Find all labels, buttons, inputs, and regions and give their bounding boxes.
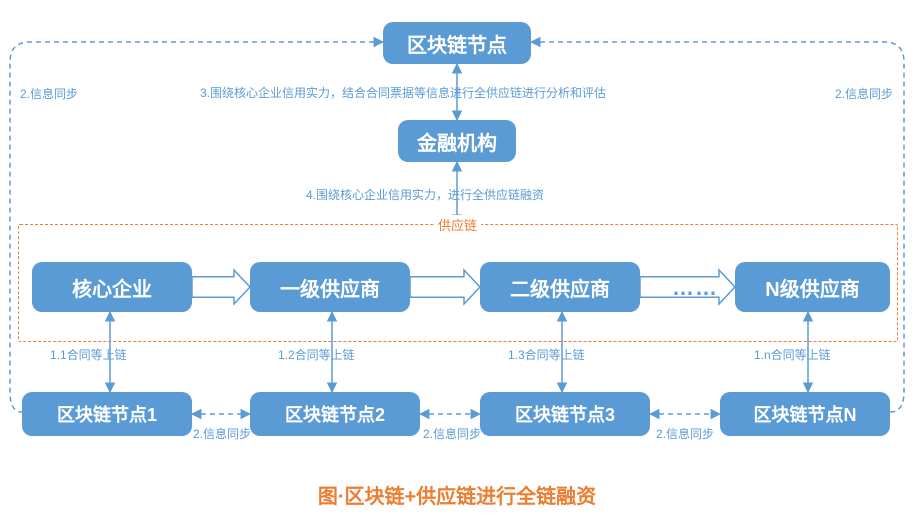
label-ls23: 2.信息同步 bbox=[423, 425, 481, 442]
label-ls3n: 2.信息同步 bbox=[656, 425, 714, 442]
supply-chain-box bbox=[18, 224, 898, 342]
label-l1n: 1.n合同等上链 bbox=[754, 346, 831, 363]
label-l13: 1.3合同等上链 bbox=[508, 346, 585, 363]
node-bnn: 区块链节点N bbox=[720, 392, 890, 436]
label-l11: 1.1合同等上链 bbox=[50, 346, 127, 363]
label-l_left: 2.信息同步 bbox=[20, 85, 78, 102]
label-l_right: 2.信息同步 bbox=[835, 85, 893, 102]
label-l12: 1.2合同等上链 bbox=[278, 346, 355, 363]
diagram-caption: 图·区块链+供应链进行全链融资 bbox=[0, 480, 914, 509]
label-l3: 3.围绕核心企业信用实力，结合合同票据等信息进行全供应链进行分析和评估 bbox=[200, 84, 606, 101]
node-finance: 金融机构 bbox=[398, 120, 516, 162]
node-bn1: 区块链节点1 bbox=[22, 392, 192, 436]
node-bn3: 区块链节点3 bbox=[480, 392, 650, 436]
ellipsis: …… bbox=[672, 275, 718, 301]
supply-chain-title: 供应链 bbox=[434, 215, 481, 234]
node-bn2: 区块链节点2 bbox=[250, 392, 420, 436]
node-top_block: 区块链节点 bbox=[383, 22, 531, 64]
label-l4: 4.围绕核心企业信用实力，进行全供应链融资 bbox=[306, 186, 544, 203]
label-ls12: 2.信息同步 bbox=[193, 425, 251, 442]
